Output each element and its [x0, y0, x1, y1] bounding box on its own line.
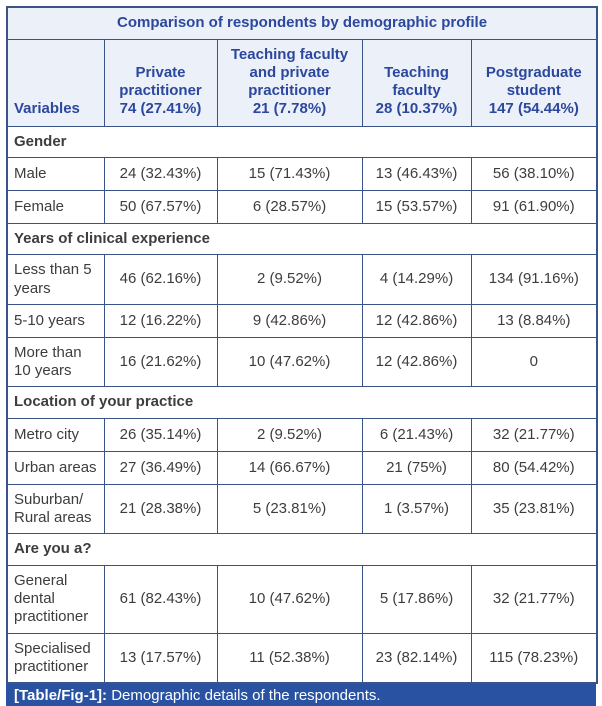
table-row: Less than 5 years 46 (62.16%) 2 (9.52%) 4 (…	[6, 254, 598, 305]
cell-value: 15 (53.57%)	[361, 189, 472, 224]
cell-value: 14 (66.67%)	[216, 450, 363, 485]
cell-value: 1 (3.57%)	[361, 483, 472, 535]
cell-value: 11 (52.38%)	[216, 632, 363, 684]
row-label: Less than 5 years	[6, 254, 105, 305]
cell-value: 0	[470, 336, 598, 388]
section-title: Are you a?	[6, 533, 598, 566]
cell-value: 10 (47.62%)	[216, 336, 363, 388]
caption-tag: [Table/Fig-1]:	[14, 687, 108, 705]
cell-value: 32 (21.77%)	[470, 417, 598, 452]
cell-value: 32 (21.77%)	[470, 564, 598, 634]
row-label: Female	[6, 189, 105, 224]
column-header-variables: Variables	[6, 38, 105, 127]
cell-value: 134 (91.16%)	[470, 254, 598, 305]
cell-value: 46 (62.16%)	[103, 254, 218, 305]
cell-value: 21 (75%)	[361, 450, 472, 485]
cell-value: 2 (9.52%)	[216, 254, 363, 305]
cell-value: 13 (8.84%)	[470, 303, 598, 338]
column-count: 21 (7.78%)	[252, 100, 327, 118]
row-label: Metro city	[6, 417, 105, 452]
row-label: More than 10 years	[6, 336, 105, 388]
cell-value: 80 (54.42%)	[470, 450, 598, 485]
row-label: Urban areas	[6, 450, 105, 485]
section-row: Years of clinical experience	[6, 222, 598, 256]
column-header-teaching-and-private: Teaching faculty and private practitione…	[216, 38, 363, 127]
cell-value: 26 (35.14%)	[103, 417, 218, 452]
cell-value: 12 (16.22%)	[103, 303, 218, 338]
cell-value: 56 (38.10%)	[470, 156, 598, 191]
row-label: 5-10 years	[6, 303, 105, 338]
column-count: 147 (54.44%)	[488, 100, 579, 118]
section-row: Are you a?	[6, 533, 598, 566]
table-row: Female 50 (67.57%) 6 (28.57%) 15 (53.57%) 91…	[6, 189, 598, 224]
table-row: Suburban/ Rural areas 21 (28.38%) 5 (23.81…	[6, 483, 598, 535]
cell-value: 6 (21.43%)	[361, 417, 472, 452]
cell-value: 12 (42.86%)	[361, 336, 472, 388]
table-row: 5-10 years 12 (16.22%) 9 (42.86%) 12 (42.86…	[6, 303, 598, 338]
table-title: Comparison of respondents by demographic…	[6, 6, 598, 40]
cell-value: 27 (36.49%)	[103, 450, 218, 485]
row-label: Suburban/ Rural areas	[6, 483, 105, 535]
cell-value: 4 (14.29%)	[361, 254, 472, 305]
demographic-table: Comparison of respondents by demographic…	[6, 6, 599, 685]
cell-value: 15 (71.43%)	[216, 156, 363, 191]
cell-value: 50 (67.57%)	[103, 189, 218, 224]
row-label: Specialised practitioner	[6, 632, 105, 684]
table-body: Gender Male 24 (32.43%) 15 (71.43%) 13 (46.4…	[6, 125, 598, 684]
cell-value: 61 (82.43%)	[103, 564, 218, 634]
column-header-private-practitioner: Private practitioner 74 (27.41%)	[103, 38, 218, 127]
table-title-row: Comparison of respondents by demographic…	[6, 6, 598, 40]
column-header-teaching-faculty: Teaching faculty 28 (10.37%)	[361, 38, 472, 127]
cell-value: 115 (78.23%)	[470, 632, 598, 684]
table-row: Male 24 (32.43%) 15 (71.43%) 13 (46.43%) 56 …	[6, 156, 598, 191]
row-label: General dental practitioner	[6, 564, 105, 634]
cell-value: 21 (28.38%)	[103, 483, 218, 535]
section-title: Years of clinical experience	[6, 222, 598, 256]
table-row: Metro city 26 (35.14%) 2 (9.52%) 6 (21.43%)…	[6, 417, 598, 452]
cell-value: 5 (17.86%)	[361, 564, 472, 634]
column-label: Private practitioner	[119, 63, 202, 100]
table-row: Specialised practitioner 13 (17.57%) 11 (5…	[6, 632, 598, 684]
cell-value: 12 (42.86%)	[361, 303, 472, 338]
cell-value: 13 (46.43%)	[361, 156, 472, 191]
column-header-postgraduate-student: Postgraduate student 147 (54.44%)	[470, 38, 598, 127]
caption-text: Demographic details of the respondents.	[111, 687, 381, 705]
section-row: Location of your practice	[6, 386, 598, 419]
table-header-row: Variables Private practitioner 74 (27.41…	[6, 38, 598, 127]
cell-value: 23 (82.14%)	[361, 632, 472, 684]
cell-value: 91 (61.90%)	[470, 189, 598, 224]
table-caption: [Table/Fig-1]: Demographic details of th…	[6, 684, 596, 706]
section-title: Gender	[6, 125, 598, 158]
section-title: Location of your practice	[6, 386, 598, 419]
column-count: 74 (27.41%)	[119, 100, 202, 118]
column-count: 28 (10.37%)	[375, 100, 458, 118]
table-row: More than 10 years 16 (21.62%) 10 (47.62%)…	[6, 336, 598, 388]
cell-value: 9 (42.86%)	[216, 303, 363, 338]
cell-value: 5 (23.81%)	[216, 483, 363, 535]
table-row: General dental practitioner 61 (82.43%) 10…	[6, 564, 598, 634]
cell-value: 13 (17.57%)	[103, 632, 218, 684]
cell-value: 24 (32.43%)	[103, 156, 218, 191]
row-label: Male	[6, 156, 105, 191]
column-label: Teaching faculty and private practitione…	[230, 45, 349, 100]
column-label: Postgraduate student	[485, 63, 582, 100]
cell-value: 2 (9.52%)	[216, 417, 363, 452]
cell-value: 16 (21.62%)	[103, 336, 218, 388]
column-label: Teaching faculty	[384, 63, 449, 100]
table-row: Urban areas 27 (36.49%) 14 (66.67%) 21 (75%…	[6, 450, 598, 485]
cell-value: 10 (47.62%)	[216, 564, 363, 634]
cell-value: 35 (23.81%)	[470, 483, 598, 535]
cell-value: 6 (28.57%)	[216, 189, 363, 224]
section-row: Gender	[6, 125, 598, 158]
